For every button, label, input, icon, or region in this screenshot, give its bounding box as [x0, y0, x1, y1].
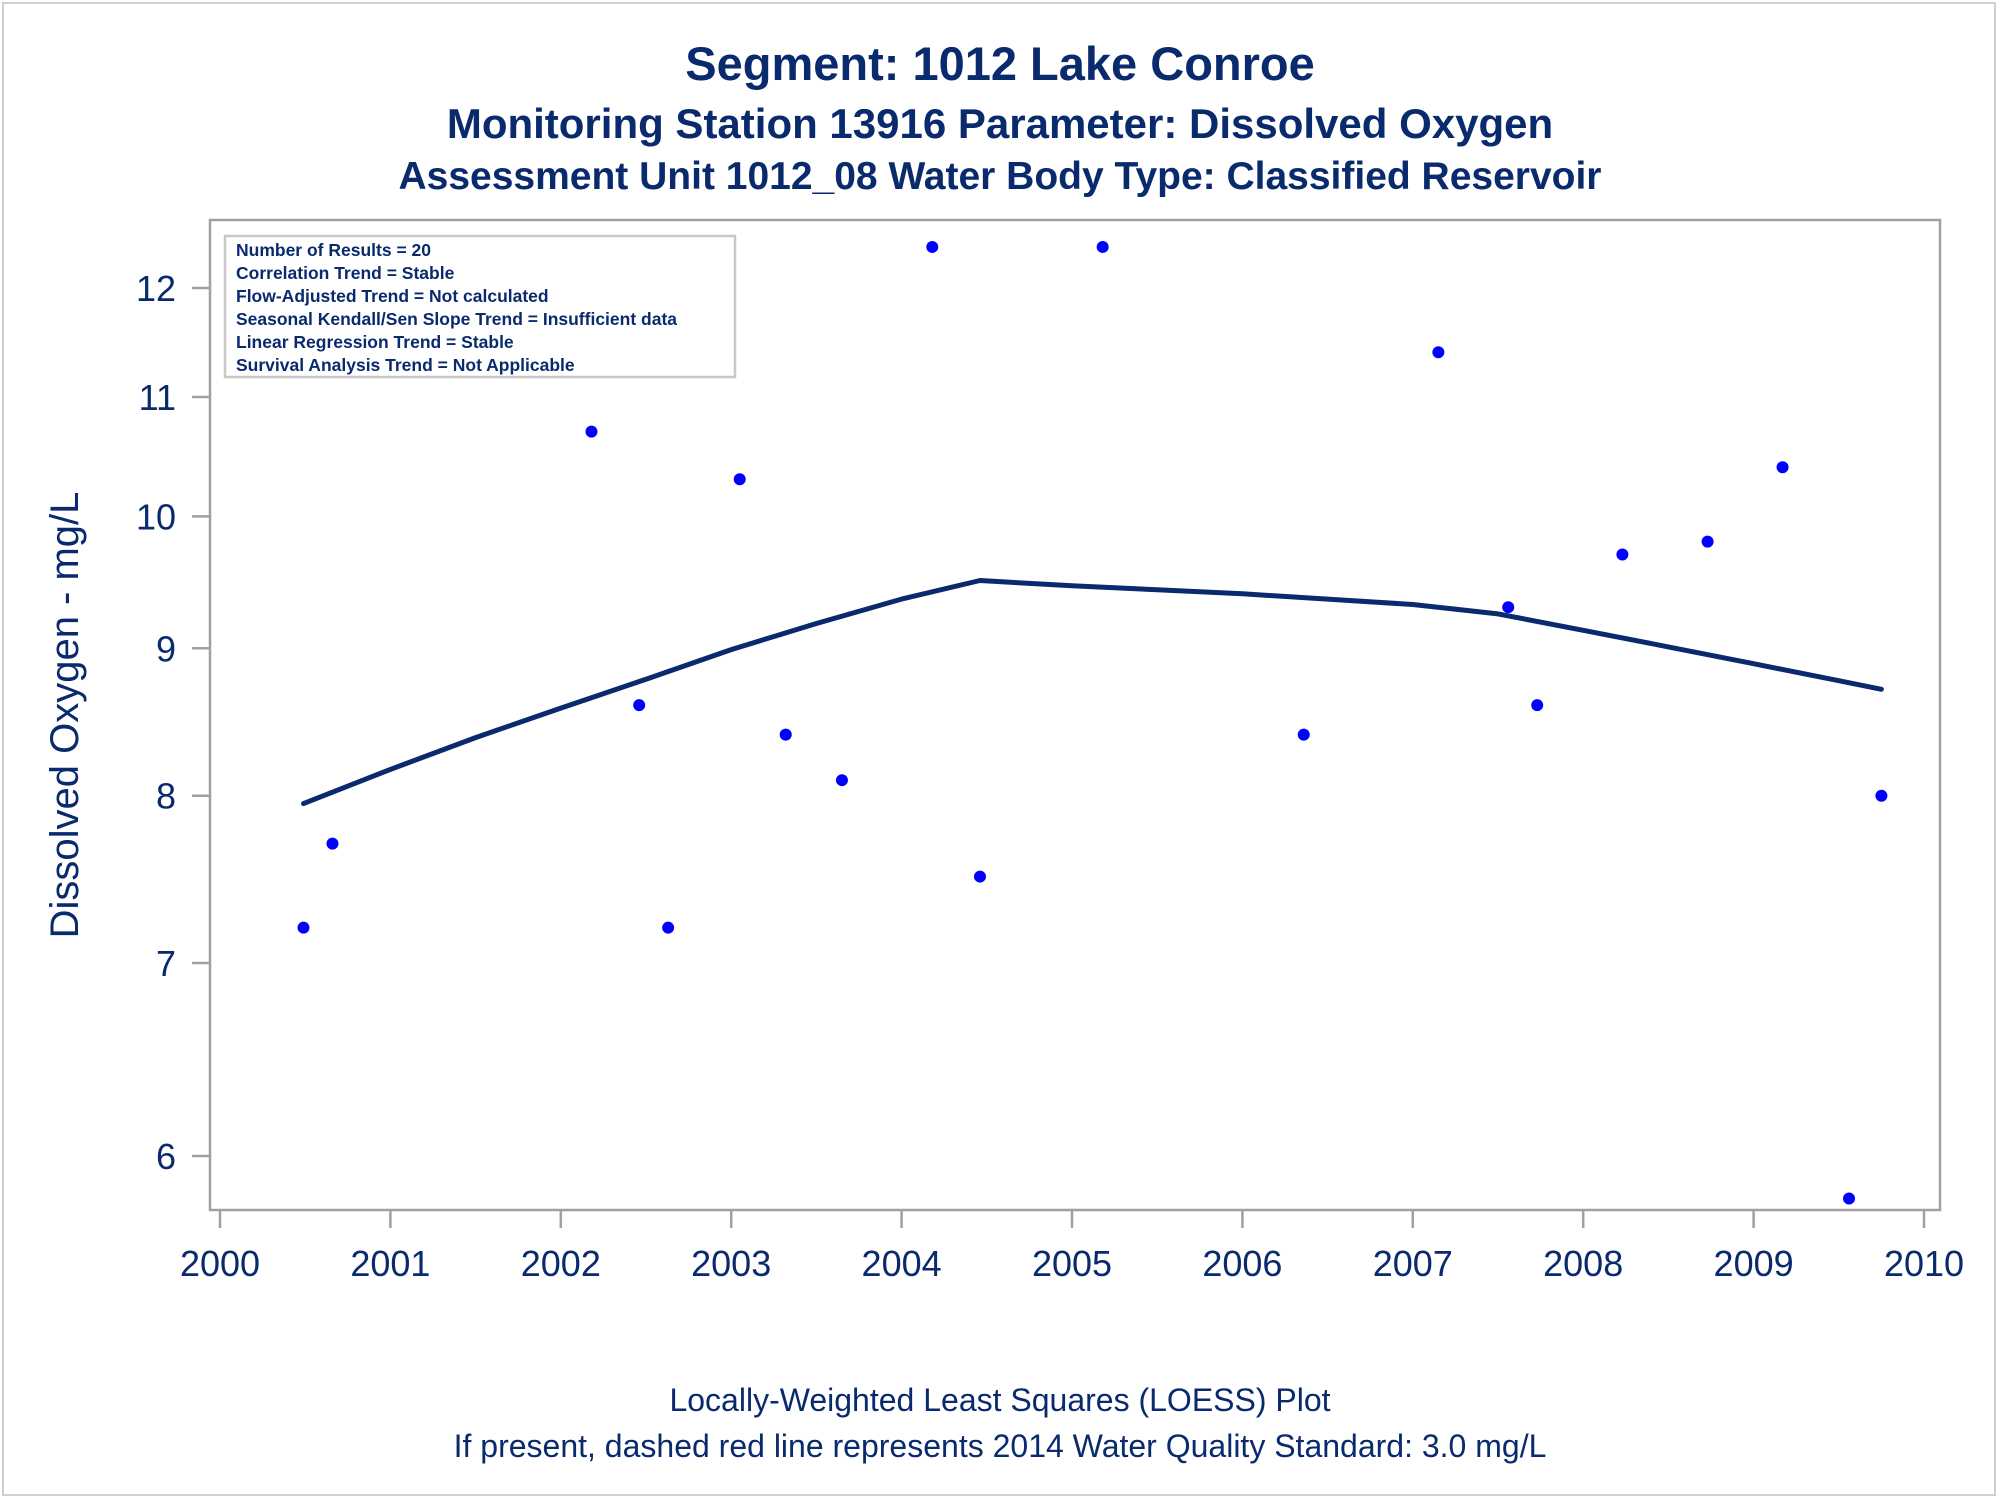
data-point — [1096, 240, 1109, 253]
data-point — [1843, 1192, 1856, 1205]
data-point — [297, 921, 310, 934]
info-box: Number of Results = 20 Correlation Trend … — [223, 234, 737, 379]
x-tick-label: 2001 — [350, 1243, 430, 1284]
info-box-line: Number of Results = 20 — [236, 240, 431, 260]
data-point — [1432, 346, 1445, 359]
data-point — [973, 870, 986, 883]
data-point — [835, 774, 848, 787]
footnote-1: Locally-Weighted Least Squares (LOESS) P… — [669, 1382, 1331, 1418]
info-box-line: Correlation Trend = Stable — [236, 263, 455, 283]
data-point — [779, 728, 792, 741]
y-tick-label: 12 — [136, 268, 176, 309]
y-tick-label: 10 — [136, 496, 176, 537]
footnote-2: If present, dashed red line represents 2… — [453, 1428, 1547, 1464]
y-axis: 6 7 8 9 10 11 12 — [136, 268, 210, 1177]
data-point — [1875, 789, 1888, 802]
data-point — [585, 425, 598, 438]
data-point — [1701, 535, 1714, 548]
x-tick-label: 2009 — [1714, 1243, 1794, 1284]
y-tick-label: 7 — [156, 943, 176, 984]
data-point — [326, 837, 339, 850]
data-point — [1297, 728, 1310, 741]
x-tick-label: 2004 — [862, 1243, 942, 1284]
plot-area — [208, 218, 1942, 1212]
x-axis: 2000 2001 2002 2003 2004 2005 2006 2007 2008 2009… — [180, 1210, 1964, 1284]
data-point — [1531, 699, 1544, 712]
info-box-border — [223, 234, 737, 379]
info-box-line: Survival Analysis Trend = Not Applicable — [236, 355, 575, 375]
y-tick-label: 9 — [156, 628, 176, 669]
y-axis-title: Dissolved Oxygen - mg/L — [43, 492, 87, 939]
data-point — [1776, 461, 1789, 474]
data-point — [633, 699, 646, 712]
chart-subtitle: Monitoring Station 13916 Parameter: Diss… — [446, 100, 1554, 147]
x-tick-label: 2008 — [1543, 1243, 1623, 1284]
info-box-line: Linear Regression Trend = Stable — [236, 332, 514, 352]
x-tick-label: 2003 — [691, 1243, 771, 1284]
data-point — [733, 473, 746, 486]
x-tick-label: 2007 — [1373, 1243, 1453, 1284]
y-tick-label: 6 — [156, 1136, 176, 1177]
chart-title: Segment: 1012 Lake Conroe — [685, 37, 1315, 90]
chart-subtitle-2: Assessment Unit 1012_08 Water Body Type:… — [398, 155, 1602, 198]
data-point — [662, 921, 675, 934]
info-box-line: Flow-Adjusted Trend = Not calculated — [236, 286, 549, 306]
x-tick-label: 2010 — [1884, 1243, 1964, 1284]
x-tick-label: 2005 — [1032, 1243, 1112, 1284]
series-layer — [297, 240, 1888, 1205]
x-tick-label: 2002 — [521, 1243, 601, 1284]
x-tick-label: 2000 — [180, 1243, 260, 1284]
y-tick-label: 11 — [139, 377, 176, 418]
data-point — [1502, 601, 1515, 614]
y-tick-label: 8 — [156, 776, 176, 817]
loess-line — [301, 578, 1884, 807]
info-box-line: Seasonal Kendall/Sen Slope Trend = Insuf… — [236, 309, 677, 329]
data-point — [926, 240, 939, 253]
data-point — [1616, 548, 1629, 561]
x-tick-label: 2006 — [1202, 1243, 1282, 1284]
